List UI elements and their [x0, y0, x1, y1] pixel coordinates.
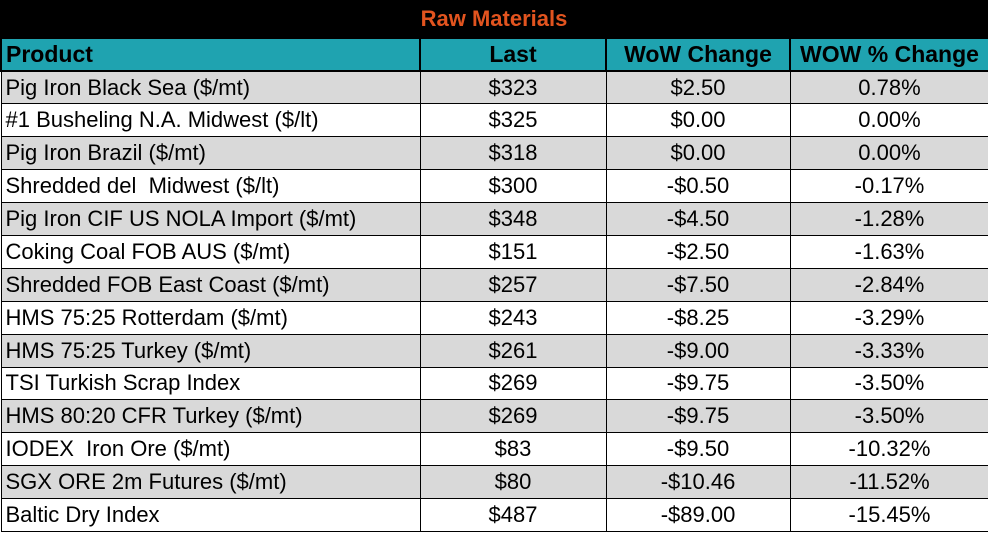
cell-last: $269	[419, 399, 607, 434]
table-row: TSI Turkish Scrap Index $269 -$9.75 -3.5…	[0, 366, 988, 401]
cell-wow-change: -$9.75	[605, 399, 791, 434]
cell-wow-pct: -1.28%	[789, 202, 988, 236]
cell-product: Pig Iron CIF US NOLA Import ($/mt)	[0, 202, 421, 236]
cell-wow-change: $2.50	[605, 70, 791, 105]
header-product: Product	[0, 37, 421, 72]
cell-wow-change: $0.00	[605, 136, 791, 171]
table-row: HMS 75:25 Turkey ($/mt) $261 -$9.00 -3.3…	[0, 333, 988, 368]
cell-wow-pct: -3.33%	[789, 333, 988, 368]
raw-materials-table: Product Last WoW Change WOW % Change Pig…	[0, 37, 988, 532]
cell-wow-change: -$7.50	[605, 267, 791, 302]
table-row: Shredded del Midwest ($/lt) $300 -$0.50 …	[0, 169, 988, 204]
cell-last: $323	[419, 70, 607, 105]
cell-product: HMS 80:20 CFR Turkey ($/mt)	[0, 399, 421, 434]
cell-product: HMS 75:25 Turkey ($/mt)	[0, 333, 421, 368]
cell-product: #1 Busheling N.A. Midwest ($/lt)	[0, 103, 421, 138]
cell-product: Baltic Dry Index	[0, 498, 421, 532]
cell-last: $269	[419, 366, 607, 401]
cell-last: $257	[419, 267, 607, 302]
cell-wow-change: -$0.50	[605, 169, 791, 204]
table-row: HMS 80:20 CFR Turkey ($/mt) $269 -$9.75 …	[0, 399, 988, 434]
cell-wow-change: -$4.50	[605, 202, 791, 236]
table-row: SGX ORE 2m Futures ($/mt) $80 -$10.46 -1…	[0, 465, 988, 500]
cell-wow-change: -$2.50	[605, 234, 791, 269]
cell-product: HMS 75:25 Rotterdam ($/mt)	[0, 300, 421, 335]
cell-wow-pct: 0.00%	[789, 136, 988, 171]
cell-wow-pct: 0.78%	[789, 70, 988, 105]
cell-wow-pct: -0.17%	[789, 169, 988, 204]
cell-wow-pct: -3.29%	[789, 300, 988, 335]
cell-product: Coking Coal FOB AUS ($/mt)	[0, 234, 421, 269]
cell-wow-change: -$9.75	[605, 366, 791, 401]
table-row: Pig Iron CIF US NOLA Import ($/mt) $348 …	[0, 202, 988, 236]
cell-product: Pig Iron Brazil ($/mt)	[0, 136, 421, 171]
cell-wow-change: -$8.25	[605, 300, 791, 335]
table-row: Coking Coal FOB AUS ($/mt) $151 -$2.50 -…	[0, 234, 988, 269]
table-title-bar: Raw Materials	[0, 0, 988, 37]
cell-last: $318	[419, 136, 607, 171]
cell-product: SGX ORE 2m Futures ($/mt)	[0, 465, 421, 500]
table-row: Pig Iron Black Sea ($/mt) $323 $2.50 0.7…	[0, 70, 988, 105]
cell-wow-pct: -10.32%	[789, 432, 988, 467]
cell-product: TSI Turkish Scrap Index	[0, 366, 421, 401]
table-row: #1 Busheling N.A. Midwest ($/lt) $325 $0…	[0, 103, 988, 138]
cell-wow-change: $0.00	[605, 103, 791, 138]
header-last: Last	[419, 37, 607, 72]
cell-product: IODEX Iron Ore ($/mt)	[0, 432, 421, 467]
cell-wow-pct: -2.84%	[789, 267, 988, 302]
table-title: Raw Materials	[420, 5, 568, 31]
table-row: HMS 75:25 Rotterdam ($/mt) $243 -$8.25 -…	[0, 300, 988, 335]
table-header-row: Product Last WoW Change WOW % Change	[0, 37, 988, 72]
header-wow-change: WoW Change	[605, 37, 791, 72]
cell-last: $487	[419, 498, 607, 532]
cell-wow-pct: 0.00%	[789, 103, 988, 138]
cell-wow-change: -$9.00	[605, 333, 791, 368]
cell-product: Shredded del Midwest ($/lt)	[0, 169, 421, 204]
cell-wow-pct: -3.50%	[789, 399, 988, 434]
cell-wow-pct: -3.50%	[789, 366, 988, 401]
cell-last: $325	[419, 103, 607, 138]
cell-last: $83	[419, 432, 607, 467]
table-row: Baltic Dry Index $487 -$89.00 -15.45%	[0, 498, 988, 532]
cell-wow-pct: -15.45%	[789, 498, 988, 532]
cell-last: $348	[419, 202, 607, 236]
cell-product: Pig Iron Black Sea ($/mt)	[0, 70, 421, 105]
cell-last: $80	[419, 465, 607, 500]
cell-last: $300	[419, 169, 607, 204]
cell-last: $243	[419, 300, 607, 335]
cell-wow-change: -$10.46	[605, 465, 791, 500]
cell-product: Shredded FOB East Coast ($/mt)	[0, 267, 421, 302]
cell-last: $151	[419, 234, 607, 269]
table-row: Pig Iron Brazil ($/mt) $318 $0.00 0.00%	[0, 136, 988, 171]
cell-wow-change: -$89.00	[605, 498, 791, 532]
cell-wow-change: -$9.50	[605, 432, 791, 467]
cell-last: $261	[419, 333, 607, 368]
cell-wow-pct: -1.63%	[789, 234, 988, 269]
table-row: Shredded FOB East Coast ($/mt) $257 -$7.…	[0, 267, 988, 302]
cell-wow-pct: -11.52%	[789, 465, 988, 500]
header-wow-pct-change: WOW % Change	[789, 37, 988, 72]
table-row: IODEX Iron Ore ($/mt) $83 -$9.50 -10.32%	[0, 432, 988, 467]
